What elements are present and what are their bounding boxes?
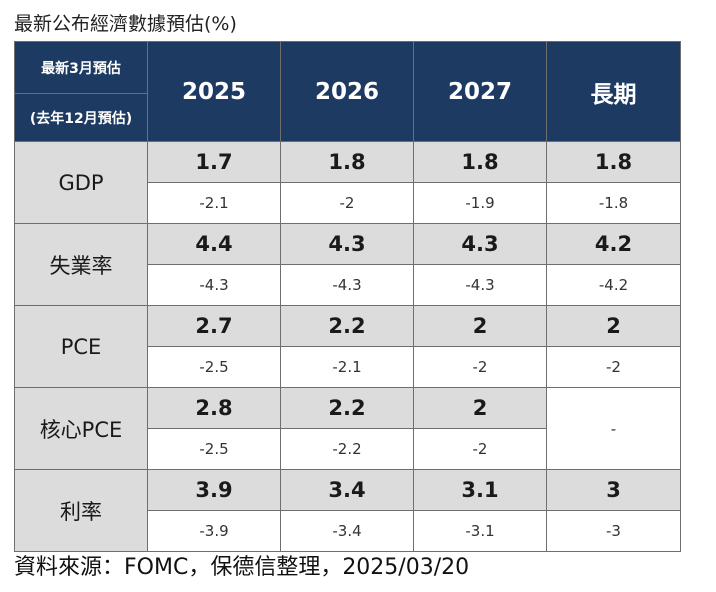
previous-value: -3.4 [280, 510, 414, 552]
previous-value: -2.1 [280, 346, 414, 388]
previous-value: -2.5 [147, 428, 281, 470]
current-value: 3 [546, 469, 681, 511]
table-row: 核心PCE 2.8 2.2 2 - [14, 387, 681, 470]
current-value: 4.4 [147, 223, 281, 265]
previous-value: -4.3 [413, 264, 547, 306]
previous-value: -1.8 [546, 182, 681, 224]
current-value: 2 [546, 305, 681, 347]
source-note: 資料來源：FOMC，保德信整理，2025/03/20 [14, 555, 470, 580]
forecast-table: 最新3月預估 2025 2026 2027 長期 (去年12月預估) GDP 1… [14, 41, 681, 552]
previous-value: -3.9 [147, 510, 281, 552]
previous-value: -2 [413, 346, 547, 388]
previous-value: -2.5 [147, 346, 281, 388]
current-value: 1.8 [413, 141, 547, 183]
current-value: 3.9 [147, 469, 281, 511]
header-label-previous: (去年12月預估) [14, 93, 148, 142]
previous-value: -4.3 [280, 264, 414, 306]
previous-value: -1.9 [413, 182, 547, 224]
header-row: 最新3月預估 2025 2026 2027 長期 [14, 41, 681, 142]
table-title: 最新公布經濟數據預估(%) [14, 13, 237, 35]
previous-value: -2.1 [147, 182, 281, 224]
table-row: PCE 2.7 2.2 2 2 [14, 305, 681, 388]
current-value: 2.2 [280, 387, 414, 429]
previous-value: -3 [546, 510, 681, 552]
metric-label-unemployment: 失業率 [14, 223, 148, 306]
column-header-2025: 2025 [147, 41, 281, 142]
long-run-value-merged: - [546, 387, 681, 470]
table-row: -4.3 -4.3 -4.3 -4.2 [15, 264, 681, 306]
column-header-2026: 2026 [280, 41, 414, 142]
table-row: 失業率 4.4 4.3 4.3 4.2 [14, 223, 681, 306]
previous-value: -4.3 [147, 264, 281, 306]
header-row: (去年12月預估) [14, 93, 681, 142]
current-value: 1.8 [280, 141, 414, 183]
previous-value: -2.2 [280, 428, 414, 470]
table-row: 利率 3.9 3.4 3.1 3 [14, 469, 681, 552]
previous-value: -2 [413, 428, 547, 470]
current-value: 1.8 [546, 141, 681, 183]
current-value: 2 [413, 305, 547, 347]
table-row: -3.9 -3.4 -3.1 -3 [15, 510, 681, 552]
current-value: 4.2 [546, 223, 681, 265]
metric-label-core-pce: 核心PCE [14, 387, 148, 470]
current-value: 3.4 [280, 469, 414, 511]
metric-label-pce: PCE [14, 305, 148, 388]
column-header-2027: 2027 [413, 41, 547, 142]
metric-label-gdp: GDP [14, 141, 148, 224]
previous-value: -2 [546, 346, 681, 388]
current-value: 2.7 [147, 305, 281, 347]
current-value: 2.8 [147, 387, 281, 429]
previous-value: -4.2 [546, 264, 681, 306]
table-row: -2.5 -2.2 -2 [15, 428, 681, 470]
column-header-long-run: 長期 [546, 41, 681, 142]
current-value: 3.1 [413, 469, 547, 511]
previous-value: -2 [280, 182, 414, 224]
current-value: 1.7 [147, 141, 281, 183]
table-row: GDP 1.7 1.8 1.8 1.8 [14, 141, 681, 224]
current-value: 2.2 [280, 305, 414, 347]
current-value: 2 [413, 387, 547, 429]
metric-label-interest-rate: 利率 [14, 469, 148, 552]
header-label-current: 最新3月預估 [14, 41, 148, 94]
previous-value: -3.1 [413, 510, 547, 552]
table-row: -2.5 -2.1 -2 -2 [15, 346, 681, 388]
current-value: 4.3 [413, 223, 547, 265]
table-row: -2.1 -2 -1.9 -1.8 [15, 182, 681, 224]
current-value: 4.3 [280, 223, 414, 265]
